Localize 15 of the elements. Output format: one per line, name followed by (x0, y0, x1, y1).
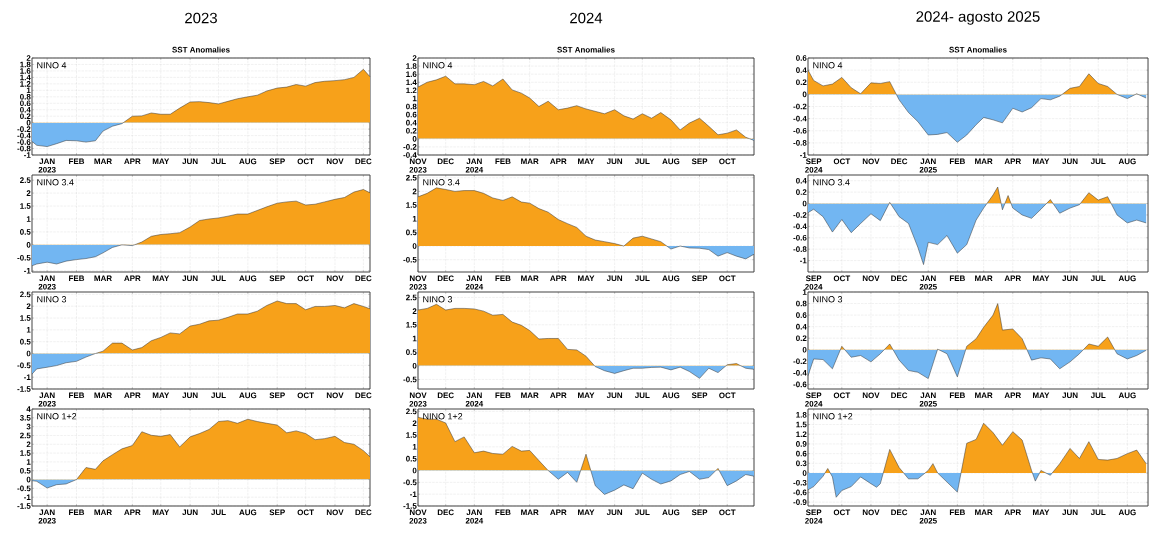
chart-title: 2024 (570, 12, 603, 24)
annotation: NINO 3.4 (423, 179, 460, 186)
annotation: NINO 4 (423, 62, 453, 69)
annotation: NINO 3.4 (37, 179, 74, 186)
annotation: NINO 4 (813, 62, 843, 69)
annotation: NINO 3.4 (813, 179, 850, 186)
annotation: NINO 3 (37, 296, 67, 303)
chart-title: 2024- agosto 2025 (916, 11, 1040, 25)
annotation: NINO 1+2 (423, 413, 463, 420)
annotation: NINO 3 (423, 296, 453, 303)
annotation: NINO 4 (37, 62, 67, 69)
chart-title: 2023 (185, 12, 217, 24)
annotation: NINO 1+2 (813, 413, 853, 420)
annotation: NINO 3 (813, 296, 843, 303)
annotation: NINO 1+2 (37, 413, 77, 420)
